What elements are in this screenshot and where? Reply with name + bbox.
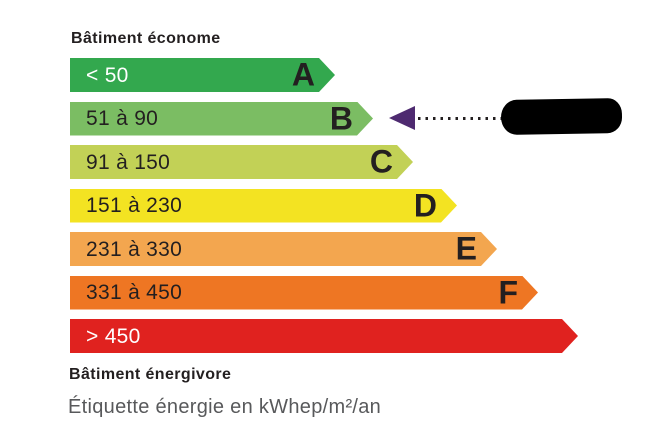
redaction-blob <box>500 97 623 136</box>
class-letter-F: F <box>498 273 518 310</box>
range-label-A: < 50 <box>86 63 129 87</box>
range-label-C: 91 à 150 <box>86 150 171 174</box>
class-pointer-arrow-icon <box>389 106 415 130</box>
class-letter-A: A <box>291 56 315 93</box>
energy-bar-B: 51 à 90 B <box>70 102 373 136</box>
range-label-D: 151 à 230 <box>86 194 183 217</box>
energy-bar-A: < 50 A <box>70 58 335 92</box>
class-letter-B: B <box>329 99 353 136</box>
range-label-B: 51 à 90 <box>86 107 159 130</box>
range-label-F: 331 à 450 <box>86 281 183 304</box>
class-letter-D: D <box>413 186 437 223</box>
caption-unit-label: Étiquette énergie en kWhep/m²/an <box>68 396 382 418</box>
class-letter-E: E <box>455 230 477 267</box>
class-letter-C: C <box>369 143 393 180</box>
energy-bar-F: 331 à 450 F <box>70 276 538 310</box>
energy-bar-G: > 450 <box>70 319 578 353</box>
range-label-G: > 450 <box>86 324 141 348</box>
energy-bar-C: 91 à 150 C <box>70 145 413 179</box>
top-scale-label: Bâtiment économe <box>71 30 221 47</box>
energy-bar-E: 231 à 330 E <box>70 232 497 266</box>
energy-bar-D: 151 à 230 D <box>70 189 457 223</box>
dotted-connector-line <box>418 117 504 120</box>
range-label-E: 231 à 330 <box>86 237 183 261</box>
bottom-scale-label: Bâtiment énergivore <box>69 366 232 383</box>
